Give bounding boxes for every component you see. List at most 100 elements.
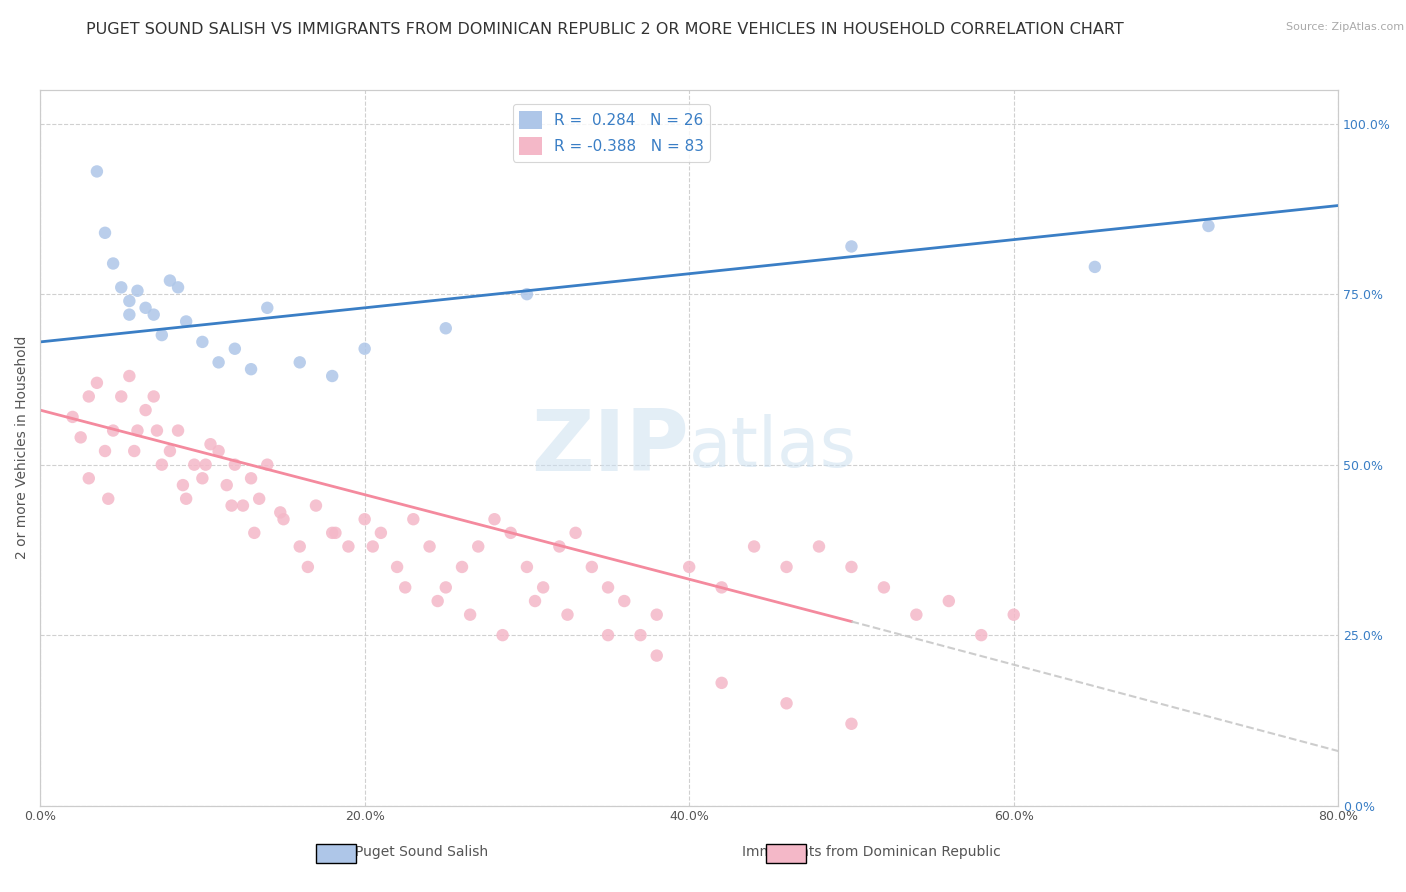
- Point: [548, 540, 571, 554]
- Point: [150, 458, 173, 472]
- Point: [110, 280, 132, 294]
- Point: [394, 581, 416, 595]
- Legend: R =  0.284   N = 26, R = -0.388   N = 83: R = 0.284 N = 26, R = -0.388 N = 83: [513, 104, 710, 161]
- Point: [1197, 219, 1219, 233]
- Point: [135, 403, 157, 417]
- Point: [62, 409, 84, 424]
- Point: [256, 301, 278, 315]
- Point: [531, 581, 554, 595]
- Point: [710, 581, 733, 595]
- Point: [86, 164, 108, 178]
- Point: [596, 581, 619, 595]
- Point: [159, 444, 181, 458]
- Point: [426, 594, 449, 608]
- Point: [94, 444, 117, 458]
- Point: [516, 560, 538, 574]
- Point: [94, 226, 117, 240]
- Point: [645, 648, 668, 663]
- Point: [207, 444, 229, 458]
- Point: [678, 560, 700, 574]
- Point: [183, 458, 205, 472]
- Point: [775, 696, 797, 710]
- Point: [240, 471, 263, 485]
- Point: [77, 389, 100, 403]
- Point: [742, 540, 765, 554]
- Point: [221, 499, 243, 513]
- Point: [135, 301, 157, 315]
- Point: [337, 540, 360, 554]
- Point: [240, 362, 263, 376]
- Point: [191, 334, 214, 349]
- Point: [630, 628, 652, 642]
- Point: [297, 560, 319, 574]
- Point: [118, 293, 141, 308]
- Point: [97, 491, 120, 506]
- Point: [288, 540, 311, 554]
- Point: [557, 607, 579, 622]
- Point: [808, 540, 831, 554]
- Point: [243, 525, 266, 540]
- Text: PUGET SOUND SALISH VS IMMIGRANTS FROM DOMINICAN REPUBLIC 2 OR MORE VEHICLES IN H: PUGET SOUND SALISH VS IMMIGRANTS FROM DO…: [86, 22, 1123, 37]
- Point: [305, 499, 328, 513]
- Point: [127, 284, 149, 298]
- Point: [110, 389, 132, 403]
- Point: [269, 505, 291, 519]
- Point: [645, 607, 668, 622]
- Point: [841, 239, 863, 253]
- Text: Source: ZipAtlas.com: Source: ZipAtlas.com: [1286, 22, 1405, 32]
- Text: atlas: atlas: [689, 414, 858, 481]
- Point: [69, 430, 91, 444]
- Point: [970, 628, 993, 642]
- Point: [484, 512, 506, 526]
- Point: [224, 342, 246, 356]
- Point: [524, 594, 547, 608]
- Point: [321, 525, 343, 540]
- Point: [458, 607, 481, 622]
- Point: [564, 525, 586, 540]
- Point: [467, 540, 489, 554]
- Point: [167, 280, 190, 294]
- Point: [325, 525, 347, 540]
- Point: [215, 478, 238, 492]
- Point: [142, 308, 165, 322]
- Point: [288, 355, 311, 369]
- Point: [86, 376, 108, 390]
- Point: [127, 424, 149, 438]
- Point: [191, 471, 214, 485]
- Point: [174, 491, 197, 506]
- Point: [77, 471, 100, 485]
- Point: [159, 274, 181, 288]
- Point: [873, 581, 896, 595]
- Point: [101, 424, 124, 438]
- Point: [516, 287, 538, 301]
- Point: [775, 560, 797, 574]
- Point: [710, 676, 733, 690]
- Point: [142, 389, 165, 403]
- Point: [491, 628, 513, 642]
- Text: Immigrants from Dominican Republic: Immigrants from Dominican Republic: [742, 845, 1001, 859]
- Point: [118, 308, 141, 322]
- Point: [370, 525, 392, 540]
- Point: [905, 607, 928, 622]
- Point: [938, 594, 960, 608]
- Point: [499, 525, 522, 540]
- Point: [596, 628, 619, 642]
- Point: [273, 512, 295, 526]
- Point: [118, 369, 141, 384]
- Text: Puget Sound Salish: Puget Sound Salish: [356, 845, 488, 859]
- Point: [174, 314, 197, 328]
- Point: [172, 478, 194, 492]
- Point: [353, 342, 375, 356]
- Point: [321, 369, 343, 384]
- Point: [361, 540, 384, 554]
- Point: [841, 716, 863, 731]
- Y-axis label: 2 or more Vehicles in Household: 2 or more Vehicles in Household: [15, 336, 30, 559]
- Point: [613, 594, 636, 608]
- Text: ZIP: ZIP: [531, 406, 689, 489]
- Point: [1002, 607, 1025, 622]
- Point: [146, 424, 169, 438]
- Point: [232, 499, 254, 513]
- Point: [451, 560, 474, 574]
- Point: [581, 560, 603, 574]
- Point: [402, 512, 425, 526]
